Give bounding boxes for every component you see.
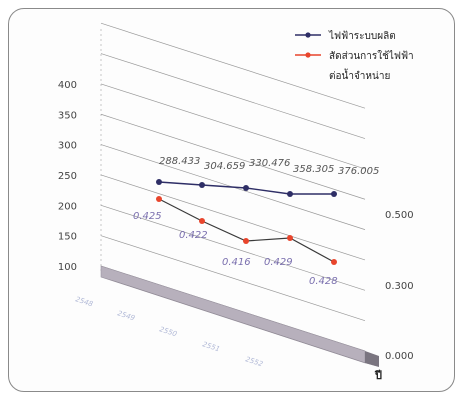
grid-line	[100, 113, 366, 200]
series-1-data-label: 330.476	[249, 158, 290, 169]
series-1-data-label: 288.433	[159, 156, 200, 167]
y-right-tick-label: 0.000	[385, 351, 414, 362]
line-chart: 100 150 200 250 300 350 400 0.000 0.300 0.500 2548…	[58, 22, 414, 382]
series-2-point	[199, 218, 205, 224]
grid-line	[100, 53, 366, 139]
series-2-data-label: 0.416	[222, 257, 251, 268]
legend-series-1-label: ไฟฟ้าระบบผลิต	[328, 30, 396, 42]
y-left-tick-label: 350	[58, 110, 77, 121]
series-2-point	[287, 235, 293, 241]
y-right-tick-label: 0.500	[385, 210, 414, 221]
series-2-data-label: 0.429	[264, 257, 293, 268]
series-2-point	[331, 259, 337, 265]
legend-series-2-label-line-2: ต่อน้ำจำหน่าย	[329, 68, 390, 82]
x-axis-title: ปี	[374, 369, 382, 382]
legend-series-1-marker	[305, 32, 311, 38]
legend: ไฟฟ้าระบบผลิตสัดส่วนการใช้ไฟฟ้าต่อน้ำจำห…	[295, 30, 414, 82]
series-2-point	[156, 196, 162, 202]
x-category-label: 2552	[244, 355, 264, 368]
x-category-label: 2551	[201, 340, 220, 353]
chart-frame: 100 150 200 250 300 350 400 0.000 0.300 0.500 2548…	[8, 8, 455, 392]
grid-line	[100, 204, 366, 291]
series-1-point	[287, 191, 293, 197]
series-1-point	[243, 185, 249, 191]
x-category-label: 2549	[116, 309, 136, 322]
y-right-tick-label: 0.300	[385, 281, 414, 292]
series-2-data-label: 0.428	[309, 276, 338, 287]
chart-floor	[100, 265, 379, 367]
series-2-data-label: 0.425	[133, 211, 162, 222]
series-2-data-label: 0.422	[179, 230, 208, 241]
series-1-point	[331, 191, 337, 197]
axis-ticks: 100 150 200 250 300 350 400 0.000 0.300 0.500 2548…	[58, 80, 414, 382]
y-left-tick-label: 100	[58, 262, 77, 273]
series-1-data-label: 358.305	[293, 164, 334, 175]
grid-line	[100, 22, 366, 109]
legend-series-2-marker	[305, 52, 311, 58]
legend-series-2-label: สัดส่วนการใช้ไฟฟ้า	[329, 50, 414, 62]
y-left-tick-label: 400	[58, 80, 77, 91]
floor-side	[101, 277, 379, 367]
floor-edge	[365, 351, 379, 367]
grid-line	[100, 83, 366, 170]
series-1-data-label: 376.005	[338, 166, 379, 177]
y-left-tick-label: 150	[58, 232, 77, 243]
y-left-tick-label: 200	[58, 201, 77, 212]
x-category-label: 2550	[158, 325, 178, 338]
grid-line	[100, 174, 366, 261]
series-2-point	[243, 238, 249, 244]
y-left-tick-label: 300	[58, 141, 77, 152]
series-1-point	[199, 182, 205, 188]
x-category-label: 2548	[74, 295, 94, 308]
grid-line	[100, 235, 366, 321]
y-left-tick-label: 250	[58, 171, 77, 182]
series-1-point	[156, 179, 162, 185]
series-1-data-label: 304.659	[204, 161, 245, 172]
